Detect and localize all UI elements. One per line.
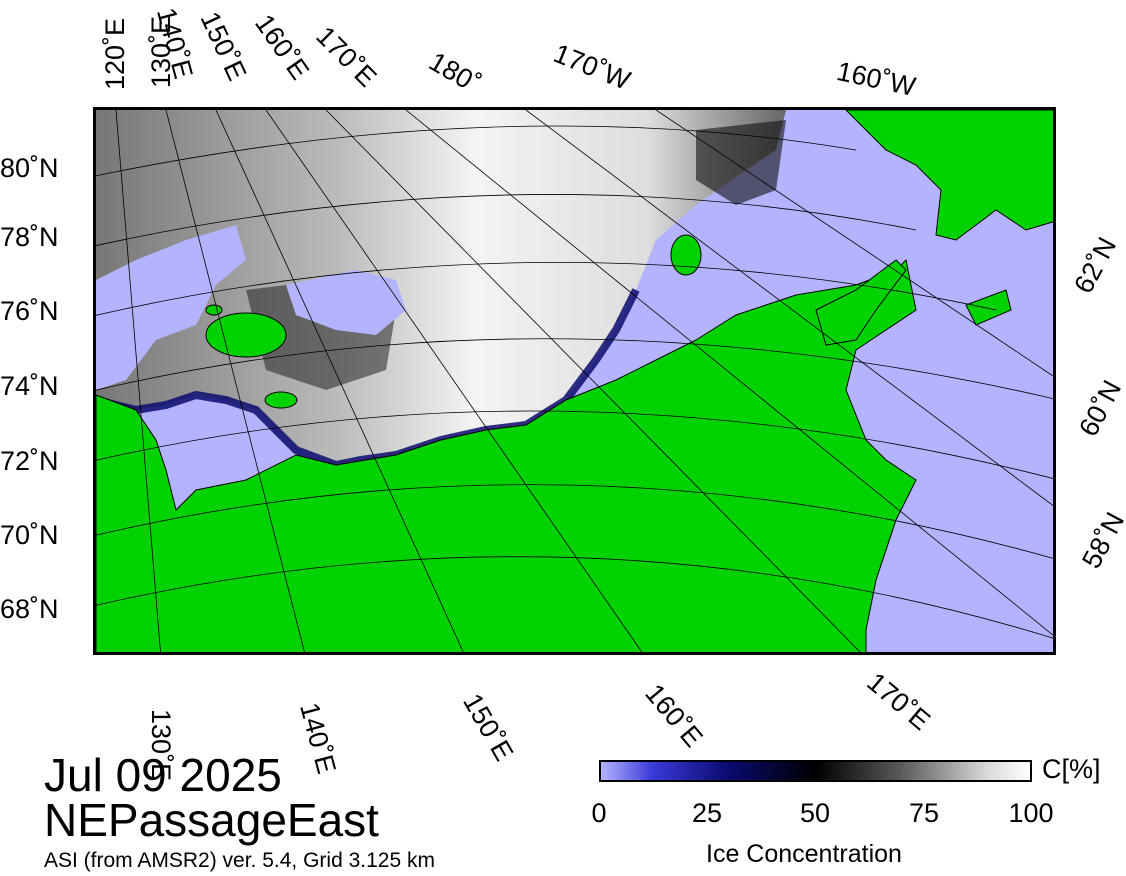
bolshoy-lyakhovsky [264,391,298,409]
map-frame [93,107,1056,655]
label-left-80n: 80˚N [0,153,59,183]
label-left-68n: 68˚N [0,594,59,624]
label-top-170w: 170˚W [549,38,635,96]
small-island [205,304,223,316]
open-water [286,270,406,335]
colorbar-title: Ice Concentration [706,840,902,868]
label-left-76n: 76˚N [0,296,59,326]
colorbar-tick: 25 [691,798,723,828]
label-right-62n: 62˚N [1068,232,1123,299]
label-right-58n: 58˚N [1076,507,1126,574]
label-bottom-140e: 140˚E [294,699,342,777]
map-date: Jul 09 2025 [44,749,282,801]
graticule-parallels [96,125,1053,639]
label-top-180: 180˚ [424,46,486,100]
land-st-lawrence [965,289,1012,326]
map-canvas [96,110,1053,652]
label-left-74n: 74˚N [0,371,59,401]
map-product-info: ASI (from AMSR2) ver. 5.4, Grid 3.125 km [44,849,435,872]
label-left-70n: 70˚N [0,520,59,550]
new-siberian-islands [205,312,287,358]
colorbar-tick: 50 [799,798,831,828]
label-top-160w: 160˚W [834,56,919,102]
colorbar-tick: 0 [591,798,607,828]
label-top-150e: 150˚E [194,7,253,86]
ice-dark-patch [696,120,786,205]
label-bottom-150e: 150˚E [457,688,520,766]
wrangel-island [670,234,702,276]
label-left-78n: 78˚N [0,222,59,252]
label-bottom-160e: 160˚E [639,678,709,753]
colorbar-tick: 75 [908,798,940,828]
colorbar-tick: 100 [1008,798,1054,828]
colorbar [599,760,1032,782]
label-top-160e: 160˚E [249,8,315,86]
graticule-meridians [115,110,1053,652]
label-bottom-170e: 170˚E [861,666,936,737]
land-alaska [845,110,1053,241]
label-top-170e: 170˚E [310,20,383,93]
colorbar-unit: C[%] [1042,754,1101,784]
label-left-72n: 72˚N [0,446,59,476]
label-right-60n: 60˚N [1073,375,1126,442]
map-region-name: NEPassageEast [44,794,379,846]
open-water [96,225,246,390]
sea-ice [96,110,786,465]
label-top-120e: 120˚E [100,17,130,90]
